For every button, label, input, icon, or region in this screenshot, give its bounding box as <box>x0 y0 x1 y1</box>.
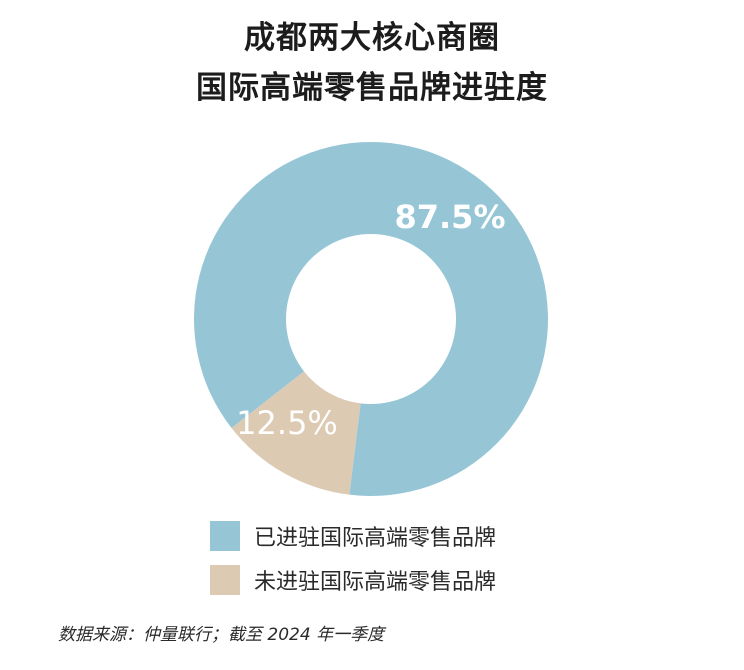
chart-title-line1: 成都两大核心商圈 <box>244 20 500 56</box>
donut-chart: 87.5% 12.5% <box>194 142 549 496</box>
legend-item-not-entered: 未进驻国际高端零售品牌 <box>210 562 496 598</box>
slice-not-entered <box>231 371 361 495</box>
chart-title-line2: 国际高端零售品牌进驻度 <box>196 70 548 106</box>
data-source-note: 数据来源：仲量联行；截至 2024 年一季度 <box>58 625 385 645</box>
data-label-not-entered: 12.5% <box>236 404 338 442</box>
legend-swatch-entered <box>210 521 240 551</box>
legend-item-entered: 已进驻国际高端零售品牌 <box>210 518 496 554</box>
legend-swatch-not-entered <box>210 565 240 595</box>
slice-entered <box>194 142 549 496</box>
legend-label-not-entered: 未进驻国际高端零售品牌 <box>254 570 497 595</box>
chart-legend: 已进驻国际高端零售品牌 未进驻国际高端零售品牌 <box>210 518 496 606</box>
data-label-entered: 87.5% <box>394 198 505 236</box>
legend-label-entered: 已进驻国际高端零售品牌 <box>254 526 497 551</box>
